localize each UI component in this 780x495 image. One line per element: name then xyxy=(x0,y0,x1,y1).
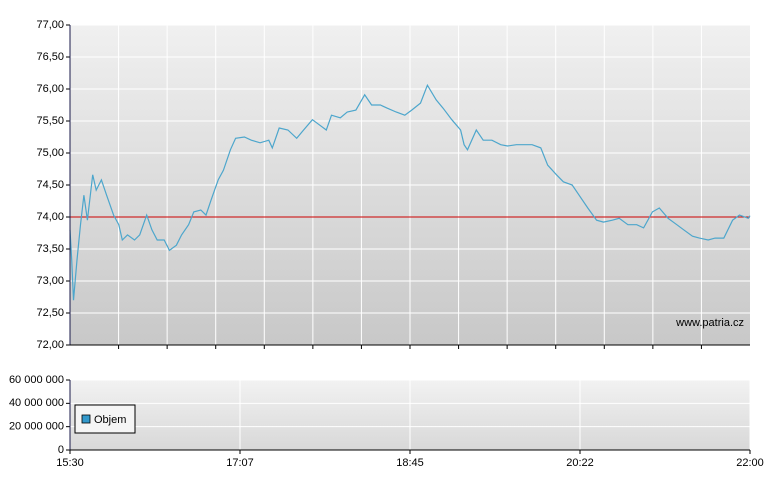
y-tick-label: 20 000 000 xyxy=(9,421,64,433)
y-tick-label: 74,00 xyxy=(36,211,64,223)
x-tick-label: 20:22 xyxy=(566,457,594,469)
y-tick-label: 77,00 xyxy=(36,19,64,31)
legend-swatch xyxy=(81,414,91,424)
x-tick-label: 22:00 xyxy=(736,457,764,469)
y-tick-label: 75,50 xyxy=(36,115,64,127)
x-tick-label: 17:07 xyxy=(226,457,254,469)
y-tick-label: 74,50 xyxy=(36,179,64,191)
y-tick-label: 0 xyxy=(58,444,64,456)
legend-label: Objem xyxy=(94,414,126,426)
y-tick-label: 72,00 xyxy=(36,339,64,351)
y-tick-label: 76,50 xyxy=(36,51,64,63)
price-line xyxy=(69,83,751,301)
y-tick-label: 73,00 xyxy=(36,275,64,287)
x-tick-label: 18:45 xyxy=(396,457,424,469)
y-tick-label: 75,00 xyxy=(36,147,64,159)
y-tick-label: 76,00 xyxy=(36,83,64,95)
y-tick-label: 73,50 xyxy=(36,243,64,255)
y-tick-label: 72,50 xyxy=(36,307,64,319)
watermark: www.patria.cz xyxy=(675,317,744,329)
x-tick-label: 15:30 xyxy=(56,457,84,469)
y-tick-label: 60 000 000 xyxy=(9,374,64,386)
y-tick-label: 40 000 000 xyxy=(9,397,64,409)
